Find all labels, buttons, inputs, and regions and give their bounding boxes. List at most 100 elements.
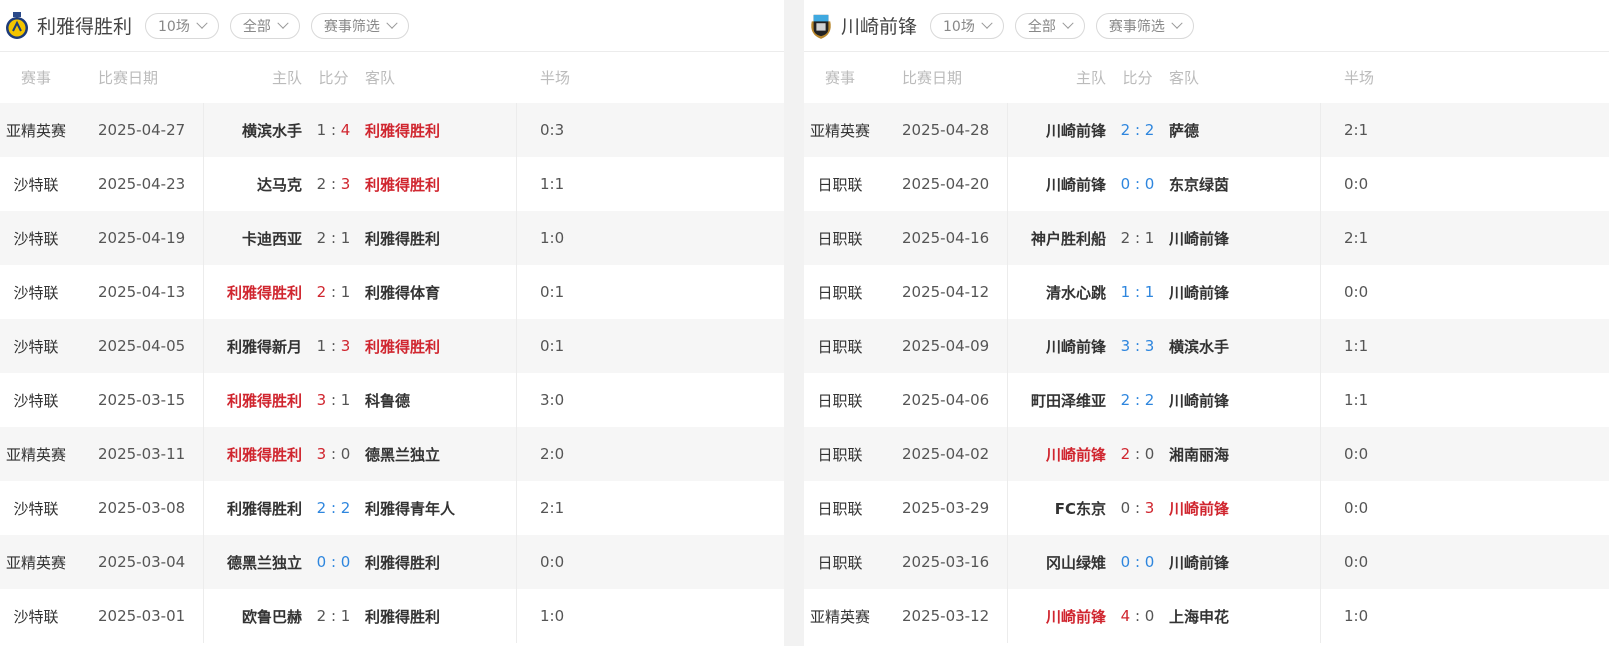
home-team[interactable]: 达马克 — [256, 175, 302, 194]
match-row[interactable]: 日职联 2025-04-02 川崎前锋 2 : 0 湘南丽海 0:0 — [804, 427, 1609, 481]
away-team[interactable]: 川崎前锋 — [1169, 499, 1230, 518]
home-team[interactable]: 利雅得新月 — [226, 337, 302, 356]
match-row[interactable]: 日职联 2025-04-09 川崎前锋 3 : 3 横滨水手 1:1 — [804, 319, 1609, 373]
home-team[interactable]: 川崎前锋 — [1045, 175, 1106, 194]
competition-filter-dropdown[interactable]: 赛事筛选 — [1095, 12, 1194, 39]
home-team[interactable]: 冈山绿雉 — [1045, 553, 1106, 572]
home-team[interactable]: 卡迪西亚 — [241, 229, 302, 248]
match-row[interactable]: 日职联 2025-04-12 清水心跳 1 : 1 川崎前锋 0:0 — [804, 265, 1609, 319]
away-team[interactable]: 川崎前锋 — [1169, 391, 1230, 410]
away-team[interactable]: 利雅得胜利 — [365, 121, 441, 140]
match-row[interactable]: 亚精英赛 2025-04-28 川崎前锋 2 : 2 萨德 2:1 — [804, 103, 1609, 157]
match-row[interactable]: 日职联 2025-04-20 川崎前锋 0 : 0 东京绿茵 0:0 — [804, 157, 1609, 211]
away-team[interactable]: 川崎前锋 — [1169, 229, 1230, 248]
match-row[interactable]: 沙特联 2025-04-23 达马克 2 : 3 利雅得胜利 1:1 — [0, 157, 784, 211]
home-team[interactable]: 利雅得胜利 — [226, 445, 302, 464]
away-team[interactable]: 德黑兰独立 — [365, 445, 441, 464]
home-team[interactable]: 横滨水手 — [241, 121, 302, 140]
column-divider — [1320, 211, 1321, 265]
away-team[interactable]: 东京绿茵 — [1169, 175, 1230, 194]
column-divider — [516, 427, 517, 481]
kawasaki-frontale-crest-icon — [809, 12, 833, 40]
away-team[interactable]: 利雅得胜利 — [365, 553, 441, 572]
away-team[interactable]: 利雅得胜利 — [365, 337, 441, 356]
column-divider — [516, 481, 517, 535]
match-row[interactable]: 日职联 2025-03-16 冈山绿雉 0 : 0 川崎前锋 0:0 — [804, 535, 1609, 589]
away-team[interactable]: 利雅得胜利 — [365, 607, 441, 626]
away-score: 4 — [340, 121, 351, 139]
away-score: 2 — [1144, 121, 1155, 139]
column-divider — [1320, 319, 1321, 373]
team-name: 利雅得胜利 — [37, 16, 133, 38]
match-row[interactable]: 日职联 2025-04-16 神户胜利船 2 : 1 川崎前锋 2:1 — [804, 211, 1609, 265]
score-separator: : — [326, 553, 341, 571]
away-team[interactable]: 科鲁德 — [365, 391, 411, 410]
column-divider — [516, 319, 517, 373]
match-row[interactable]: 沙特联 2025-04-19 卡迪西亚 2 : 1 利雅得胜利 1:0 — [0, 211, 784, 265]
match-count-filter-label: 10场 — [943, 18, 975, 35]
home-score: 2 — [1120, 229, 1131, 247]
away-team[interactable]: 利雅得青年人 — [365, 499, 456, 518]
match-row[interactable]: 沙特联 2025-04-05 利雅得新月 1 : 3 利雅得胜利 0:1 — [0, 319, 784, 373]
score-separator: : — [326, 337, 341, 355]
away-team[interactable]: 利雅得体育 — [365, 283, 441, 302]
away-team[interactable]: 川崎前锋 — [1169, 283, 1230, 302]
home-team[interactable]: 利雅得胜利 — [226, 499, 302, 518]
home-team[interactable]: 川崎前锋 — [1045, 445, 1106, 464]
venue-filter-dropdown[interactable]: 全部 — [229, 12, 300, 39]
score: 2 : 2 — [1106, 391, 1169, 409]
match-row[interactable]: 日职联 2025-03-29 FC东京 0 : 3 川崎前锋 0:0 — [804, 481, 1609, 535]
away-team[interactable]: 上海申花 — [1169, 607, 1230, 626]
match-row[interactable]: 沙特联 2025-03-01 欧鲁巴赫 2 : 1 利雅得胜利 1:0 — [0, 589, 784, 643]
home-team[interactable]: 川崎前锋 — [1045, 337, 1106, 356]
home-team[interactable]: 川崎前锋 — [1045, 607, 1106, 626]
half-time-score: 1:0 — [540, 229, 565, 247]
home-team[interactable]: 神户胜利船 — [1030, 229, 1106, 248]
column-divider — [203, 535, 204, 589]
home-team[interactable]: 川崎前锋 — [1045, 121, 1106, 140]
half-time-score: 1:1 — [1344, 337, 1369, 355]
match-date: 2025-04-13 — [98, 283, 186, 301]
match-count-filter-dropdown[interactable]: 10场 — [930, 12, 1004, 39]
match-row[interactable]: 沙特联 2025-03-08 利雅得胜利 2 : 2 利雅得青年人 2:1 — [0, 481, 784, 535]
home-team[interactable]: 町田泽维亚 — [1030, 391, 1106, 410]
away-team[interactable]: 利雅得胜利 — [365, 175, 441, 194]
half-time-score: 2:1 — [1344, 121, 1369, 139]
match-row[interactable]: 沙特联 2025-04-13 利雅得胜利 2 : 1 利雅得体育 0:1 — [0, 265, 784, 319]
away-team[interactable]: 利雅得胜利 — [365, 229, 441, 248]
venue-filter-dropdown[interactable]: 全部 — [1014, 12, 1085, 39]
home-team[interactable]: 德黑兰独立 — [226, 553, 302, 572]
home-team[interactable]: 利雅得胜利 — [226, 391, 302, 410]
score-separator: : — [326, 121, 341, 139]
home-team[interactable]: 清水心跳 — [1045, 283, 1106, 302]
match-row[interactable]: 亚精英赛 2025-03-11 利雅得胜利 3 : 0 德黑兰独立 2:0 — [0, 427, 784, 481]
match-row[interactable]: 亚精英赛 2025-03-04 德黑兰独立 0 : 0 利雅得胜利 0:0 — [0, 535, 784, 589]
event-name: 亚精英赛 — [5, 121, 66, 140]
column-divider — [516, 211, 517, 265]
match-date: 2025-04-20 — [902, 175, 990, 193]
panel-header: 利雅得胜利 10场 全部 赛事筛选 — [0, 0, 784, 52]
match-row[interactable]: 日职联 2025-04-06 町田泽维亚 2 : 2 川崎前锋 1:1 — [804, 373, 1609, 427]
home-team[interactable]: FC东京 — [1054, 499, 1106, 518]
competition-filter-dropdown[interactable]: 赛事筛选 — [310, 12, 409, 39]
home-score: 1 — [316, 121, 327, 139]
match-count-filter-dropdown[interactable]: 10场 — [145, 12, 219, 39]
event-name: 亚精英赛 — [809, 121, 870, 140]
score-separator: : — [1130, 175, 1145, 193]
away-team[interactable]: 萨德 — [1169, 121, 1200, 140]
half-time-score: 1:0 — [1344, 607, 1369, 625]
column-divider — [516, 373, 517, 427]
away-team[interactable]: 川崎前锋 — [1169, 553, 1230, 572]
away-team[interactable]: 横滨水手 — [1169, 337, 1230, 356]
column-divider — [1007, 211, 1008, 265]
match-row[interactable]: 亚精英赛 2025-04-27 横滨水手 1 : 4 利雅得胜利 0:3 — [0, 103, 784, 157]
away-team[interactable]: 湘南丽海 — [1169, 445, 1230, 464]
home-team[interactable]: 欧鲁巴赫 — [241, 607, 302, 626]
match-row[interactable]: 亚精英赛 2025-03-12 川崎前锋 4 : 0 上海申花 1:0 — [804, 589, 1609, 643]
match-row[interactable]: 沙特联 2025-03-15 利雅得胜利 3 : 1 科鲁德 3:0 — [0, 373, 784, 427]
column-divider — [203, 319, 204, 373]
header-date: 比赛日期 — [98, 69, 159, 87]
header-event: 赛事 — [824, 69, 855, 87]
home-team[interactable]: 利雅得胜利 — [226, 283, 302, 302]
score: 2 : 1 — [302, 229, 365, 247]
